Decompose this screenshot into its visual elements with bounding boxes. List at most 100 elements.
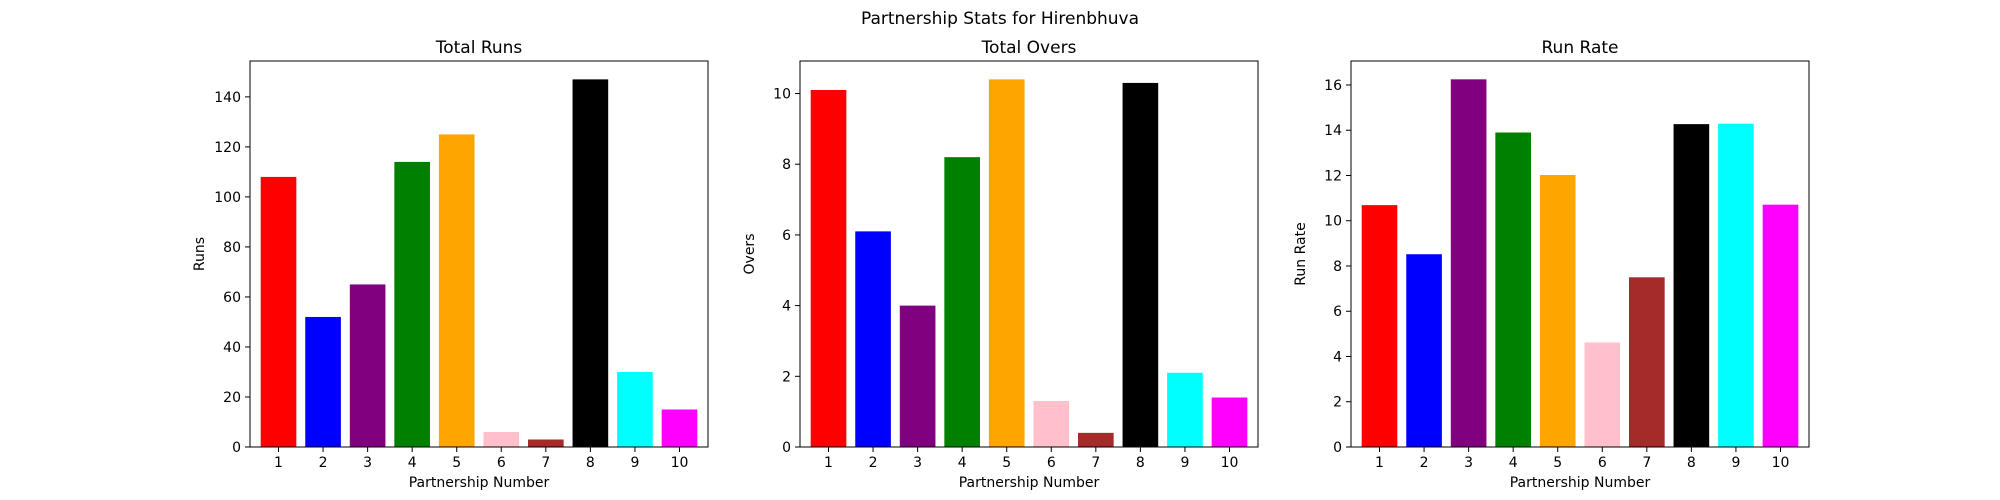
x-tick-label: 8: [1136, 455, 1145, 471]
x-tick-label: 4: [958, 455, 967, 471]
y-tick-label: 60: [223, 290, 241, 306]
x-tick-label: 6: [1047, 455, 1056, 471]
axes-frame: [799, 60, 1259, 448]
y-tick-label: 20: [223, 390, 241, 406]
bar-7: [1629, 277, 1665, 447]
x-tick-label: 4: [1509, 455, 1518, 471]
x-tick-label: 8: [586, 455, 595, 471]
bar-4: [394, 161, 430, 447]
y-tick-label: 8: [782, 157, 791, 173]
x-tick-label: 3: [363, 455, 372, 471]
x-axis-label: Partnership Number: [1510, 475, 1651, 491]
x-tick-label: 7: [1091, 455, 1100, 471]
y-axis-label: Runs: [192, 237, 208, 271]
x-tick-label: 4: [408, 455, 417, 471]
y-tick-label: 2: [782, 369, 791, 385]
bar-6: [1584, 342, 1621, 447]
bar-6: [483, 432, 520, 447]
x-tick-label: 9: [1180, 455, 1189, 471]
x-tick-label: 5: [1553, 455, 1562, 471]
y-tick-label: 14: [1324, 123, 1342, 139]
x-tick-label: 6: [497, 455, 506, 471]
y-tick-label: 4: [1333, 349, 1342, 365]
x-tick-label: 9: [630, 455, 639, 471]
bar-3: [349, 284, 386, 447]
bar-7: [528, 439, 564, 447]
y-tick-label: 10: [773, 87, 791, 103]
y-tick-label: 100: [214, 190, 241, 206]
x-tick-label: 1: [824, 455, 833, 471]
y-tick-label: 6: [782, 228, 791, 244]
x-tick-label: 5: [452, 455, 461, 471]
y-tick-label: 2: [1333, 395, 1342, 411]
x-tick-label: 10: [1772, 455, 1790, 471]
y-axis-label: Run Rate: [1293, 222, 1309, 285]
x-tick-label: 6: [1598, 455, 1607, 471]
y-tick-label: 120: [214, 140, 241, 156]
bar-8: [1673, 124, 1710, 447]
x-tick-label: 1: [274, 455, 283, 471]
bar-3: [1450, 79, 1487, 447]
bar-5: [1539, 175, 1576, 448]
bar-9: [1167, 372, 1203, 447]
bar-2: [305, 316, 341, 447]
y-tick-label: 0: [782, 440, 791, 456]
figure-suptitle: Partnership Stats for Hirenbhuva: [861, 9, 1139, 29]
y-tick-label: 16: [1324, 78, 1342, 94]
x-tick-label: 3: [913, 455, 922, 471]
bar-1: [810, 89, 847, 448]
y-tick-label: 8: [1333, 259, 1342, 275]
bar-8: [572, 79, 609, 447]
chart-title: Total Overs: [981, 38, 1077, 58]
bar-10: [1762, 204, 1799, 447]
bar-4: [944, 157, 980, 447]
x-tick-label: 9: [1731, 455, 1740, 471]
y-tick-label: 6: [1333, 304, 1342, 320]
x-axis-label: Partnership Number: [959, 475, 1100, 491]
x-tick-label: 2: [869, 455, 878, 471]
y-tick-label: 140: [214, 90, 241, 106]
x-tick-label: 1: [1375, 455, 1384, 471]
bar-10: [661, 409, 698, 447]
axes-frame: [1350, 60, 1810, 448]
y-axis-label: Overs: [742, 234, 758, 275]
bar-9: [617, 371, 653, 447]
chart-title: Run Rate: [1542, 38, 1619, 58]
y-tick-label: 10: [1324, 214, 1342, 230]
x-axis-label: Partnership Number: [409, 475, 550, 491]
bar-1: [260, 176, 297, 447]
axes-frame: [249, 60, 709, 448]
bar-6: [1033, 401, 1070, 447]
bar-7: [1078, 432, 1114, 447]
x-tick-label: 10: [1221, 455, 1239, 471]
chart-panel-2: 1 2 3 4 5 6 7 8 9 10 0 2 4 6 8 10 Total Overs Partnership…: [742, 38, 1259, 491]
bar-2: [855, 231, 891, 447]
bar-9: [1718, 123, 1754, 448]
x-tick-label: 2: [1420, 455, 1429, 471]
x-tick-label: 10: [671, 455, 689, 471]
chart-title: Total Runs: [435, 38, 523, 58]
y-tick-label: 40: [223, 340, 241, 356]
bar-5: [438, 134, 475, 447]
x-tick-label: 7: [541, 455, 550, 471]
y-tick-label: 0: [1333, 440, 1342, 456]
bar-1: [1361, 205, 1398, 447]
y-tick-label: 12: [1324, 168, 1342, 184]
bar-10: [1211, 397, 1248, 447]
x-tick-label: 7: [1642, 455, 1651, 471]
y-tick-label: 0: [232, 440, 241, 456]
bar-8: [1122, 82, 1159, 448]
x-tick-label: 8: [1687, 455, 1696, 471]
x-tick-label: 2: [319, 455, 328, 471]
x-tick-label: 3: [1464, 455, 1473, 471]
bar-2: [1406, 254, 1442, 447]
bar-3: [899, 305, 936, 447]
bar-5: [988, 79, 1025, 447]
y-tick-label: 4: [782, 299, 791, 315]
y-tick-label: 80: [223, 240, 241, 256]
x-tick-label: 5: [1002, 455, 1011, 471]
bar-4: [1495, 132, 1531, 447]
